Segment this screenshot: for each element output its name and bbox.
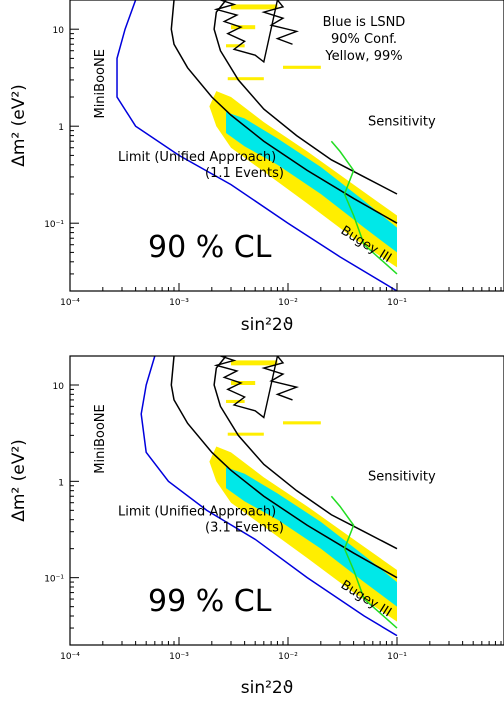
y-tick-label: 1 [58, 478, 64, 488]
y-axis-label: Δm² (eV²) [9, 439, 29, 522]
cl-label: 90 % CL [148, 230, 272, 265]
series-line-limit-unified-approach [213, 356, 398, 550]
events-label: (3.1 Events) [205, 521, 284, 536]
plot-area [116, 0, 398, 291]
plot-area [140, 356, 398, 637]
x-tick-label: 10⁻³ [169, 652, 189, 662]
x-tick-label: 10⁻³ [169, 298, 189, 308]
limit-contour-top [213, 0, 300, 64]
y-tick-label: 10⁻¹ [44, 220, 64, 230]
plot-frame [69, 355, 504, 646]
lsnd-99-island [231, 381, 256, 385]
cl-label: 99 % CL [148, 584, 272, 619]
legend-text-line: Yellow, 99% [324, 49, 402, 64]
x-tick-label: 10⁻⁴ [60, 298, 80, 308]
y-axis-label: Δm² (eV²) [9, 84, 29, 167]
lsnd-99-island [226, 44, 245, 48]
x-tick-label: 10⁻¹ [387, 298, 407, 308]
y-tick-label: 10⁻¹ [44, 575, 64, 585]
lsnd-99-island [283, 65, 321, 69]
lsnd-99-island [227, 432, 264, 436]
x-tick-label: 10⁻² [278, 298, 298, 308]
y-tick-label: 1 [58, 123, 64, 133]
legend-text-line: Blue is LSND [323, 15, 406, 30]
limit-label: Limit (Unified Approach) [118, 150, 276, 165]
miniboone-label: MiniBooNE [93, 404, 108, 473]
plot-frame [69, 0, 504, 292]
series-line-sensitivity [170, 356, 398, 579]
x-tick-label: 10⁻² [278, 652, 298, 662]
lsnd-99-island [231, 25, 256, 30]
sensitivity-label: Sensitivity [368, 470, 436, 485]
series-line-sensitivity [170, 0, 398, 224]
x-axis-label: sin²2ϑ [241, 678, 294, 698]
series-line-miniboone [140, 356, 398, 637]
series-line-miniboone [116, 0, 398, 291]
lsnd-99-island [231, 360, 278, 366]
legend-text-line: 90% Conf. [331, 32, 397, 47]
x-axis-label: sin²2ϑ [241, 315, 294, 335]
series-line-limit-unified-approach [213, 0, 398, 195]
lsnd-99-island [231, 4, 278, 10]
events-label: (1.1 Events) [205, 166, 284, 181]
y-tick-label: 10 [53, 26, 65, 36]
limit-label: Limit (Unified Approach) [118, 505, 276, 520]
series-line-bugey-iii [330, 140, 398, 275]
lsnd-99-island [227, 77, 264, 81]
chart-panel-1: 10⁻⁴ 10⁻³ 10⁻² 10⁻¹ 10⁻¹ 1 10 sin²2ϑ Δm² (eV²) 90… [9, 0, 504, 335]
lsnd-99-island [283, 421, 321, 425]
limit-contour-top [213, 356, 300, 419]
sensitivity-label: Sensitivity [368, 115, 436, 130]
x-tick-label: 10⁻¹ [387, 652, 407, 662]
chart-panel-2: 10⁻⁴ 10⁻³ 10⁻² 10⁻¹ 10⁻¹ 1 10 sin²2ϑ Δm² (eV²) 99… [9, 355, 504, 698]
x-tick-label: 10⁻⁴ [60, 652, 80, 662]
miniboone-label: MiniBooNE [93, 49, 108, 118]
y-tick-label: 10 [53, 382, 65, 392]
lsnd-99-island [226, 399, 245, 404]
series-line-bugey-iii [330, 495, 398, 629]
